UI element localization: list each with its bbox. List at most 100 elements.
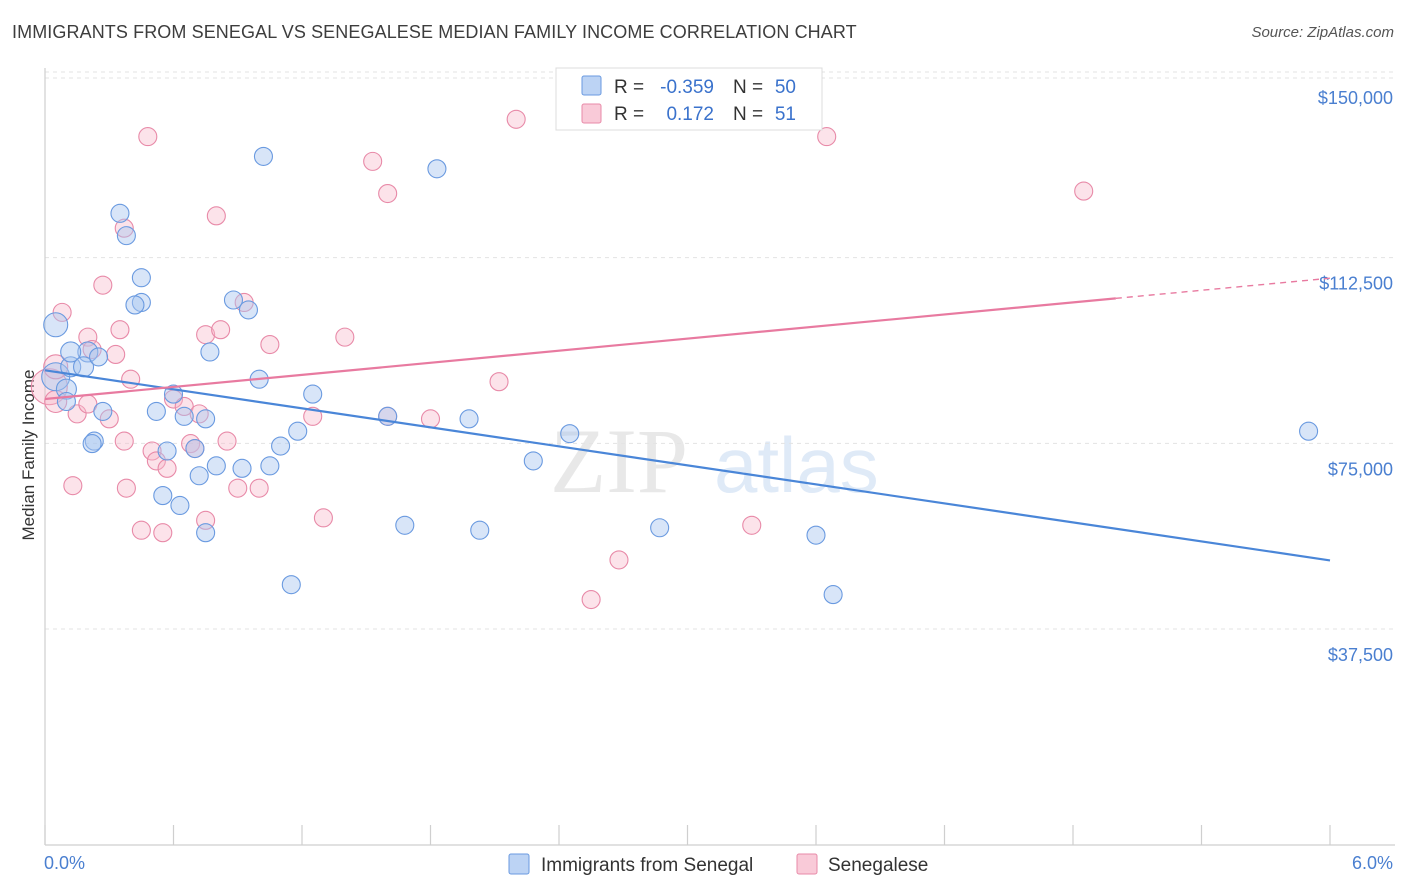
senegal-point-14	[146, 401, 166, 421]
senegal-point-24	[82, 434, 102, 454]
senegal-point-41	[459, 409, 479, 429]
senegalese-point-5	[78, 327, 98, 347]
series-legend-swatch-pink	[796, 853, 818, 875]
senegalese-point-16	[157, 458, 177, 478]
series-legend-swatch-blue	[508, 853, 530, 875]
senegal-point-34	[153, 486, 173, 506]
senegal-point-10	[131, 268, 151, 288]
source-credit: Source: ZipAtlas.com	[1251, 24, 1394, 41]
senegal-point-23	[84, 431, 104, 451]
senegalese-point-10	[110, 320, 130, 340]
stats-legend: R = -0.359 N = 50 R = 0.172 N = 51	[555, 67, 823, 131]
trend-line-senegal	[44, 369, 1331, 562]
legend-n-label-blue: N =	[733, 77, 763, 98]
senegal-point-30	[260, 456, 280, 476]
watermark: ZIP atlas	[550, 410, 879, 512]
watermark-atlas: atlas	[714, 421, 879, 509]
senegalese-point-45	[116, 478, 136, 498]
senegal-point-49	[56, 391, 76, 412]
senegal-point-25	[157, 441, 177, 461]
senegal-point-18	[200, 342, 220, 362]
senegalese-point-25	[217, 431, 237, 451]
senegal-immigrant-points	[41, 146, 1319, 605]
senegalese-point-42	[817, 127, 837, 147]
y-tick-labels: $37,500 $75,000 $112,500 $150,000	[1318, 88, 1393, 665]
legend-swatch-blue	[581, 75, 602, 96]
senegalese-point-24	[211, 320, 231, 340]
senegal-point-44	[560, 424, 580, 444]
senegalese-point-21	[189, 404, 209, 424]
senegalese-point-8	[99, 409, 119, 429]
senegal-point-43	[523, 451, 543, 471]
senegalese-point-31	[313, 508, 333, 528]
trend-line-senegalese	[44, 297, 1116, 401]
senegalese-point-32	[335, 327, 355, 347]
senegal-point-36	[196, 523, 216, 543]
x-tick-labels: 0.0% 6.0%	[44, 853, 1393, 873]
trend-lines	[44, 277, 1331, 562]
x-tick-label-min: 0.0%	[44, 853, 85, 873]
senegal-point-13	[93, 401, 113, 421]
senegalese-point-15	[146, 451, 166, 471]
senegal-point-22	[253, 146, 274, 166]
legend-r-label-pink: R =	[614, 104, 644, 125]
senegalese-point-7	[93, 275, 113, 295]
x-tick-label-max: 6.0%	[1352, 853, 1393, 873]
legend-n-value-pink: 51	[775, 104, 796, 125]
senegal-point-8	[110, 203, 130, 223]
senegal-point-27	[189, 466, 209, 486]
senegal-point-46	[806, 525, 826, 545]
senegal-point-28	[206, 456, 226, 476]
senegalese-point-36	[420, 409, 441, 429]
senegal-point-48	[1299, 421, 1319, 441]
chart-title: IMMIGRANTS FROM SENEGAL VS SENEGALESE ME…	[12, 22, 857, 42]
senegal-point-19	[223, 290, 244, 310]
senegal-point-40	[427, 159, 447, 179]
legend-r-value-blue: -0.359	[660, 77, 714, 98]
senegalese-point-37	[489, 372, 509, 392]
senegalese-point-12	[121, 369, 141, 389]
senegalese-point-47	[153, 523, 173, 543]
senegalese-point-9	[106, 344, 126, 365]
series-legend-label-blue: Immigrants from Senegal	[541, 855, 753, 876]
senegal-point-26	[185, 438, 205, 459]
senegalese-point-2	[52, 302, 72, 322]
senegalese-point-41	[742, 515, 762, 535]
senegal-point-2	[60, 356, 82, 378]
senegal-point-42	[470, 520, 490, 540]
legend-swatch-pink	[581, 103, 602, 124]
senegalese-point-11	[114, 431, 134, 451]
senegalese-point-33	[363, 151, 383, 171]
y-tick-label-3: $150,000	[1318, 88, 1393, 108]
senegal-point-37	[281, 575, 301, 595]
senegal-point-7	[88, 347, 109, 367]
series-legend-label-pink: Senegalese	[828, 855, 928, 876]
senegal-point-45	[650, 518, 670, 538]
senegal-point-0	[43, 312, 69, 338]
senegal-point-39	[395, 515, 415, 535]
senegal-point-29	[232, 458, 252, 478]
senegalese-point-46	[131, 520, 151, 540]
senegal-point-4	[60, 341, 82, 363]
axes	[44, 68, 1395, 846]
trend-line-senegalese-extension	[1115, 277, 1331, 300]
senegal-point-20	[238, 300, 259, 320]
senegalese-point-38	[506, 109, 526, 129]
senegal-point-12	[125, 295, 145, 315]
senegalese-point-28	[249, 478, 269, 498]
senegal-point-35	[170, 495, 190, 516]
senegalese-point-13	[138, 127, 158, 147]
senegalese-point-49	[114, 218, 134, 238]
senegalese-point-34	[378, 183, 398, 204]
legend-r-label-blue: R =	[614, 77, 644, 98]
senegalese-point-29	[260, 335, 280, 355]
senegal-point-9	[116, 226, 136, 246]
senegalese-point-6	[82, 339, 102, 360]
senegalese-point-3	[67, 404, 87, 424]
senegalese-point-44	[63, 476, 83, 496]
legend-n-label-pink: N =	[733, 104, 763, 125]
y-tick-label-0: $37,500	[1328, 645, 1393, 665]
senegal-point-47	[823, 585, 843, 605]
senegalese-point-39	[581, 589, 601, 610]
senegalese-points	[30, 109, 1094, 610]
